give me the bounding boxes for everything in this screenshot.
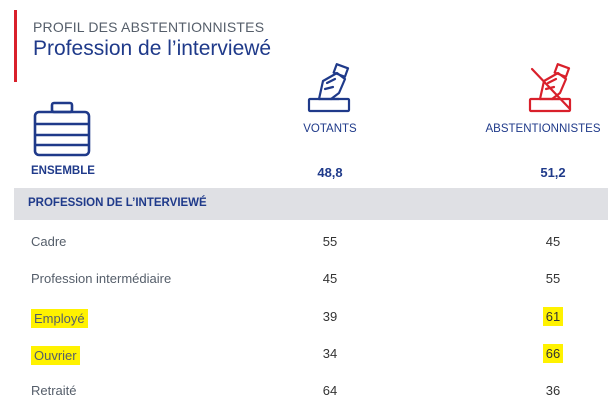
cell-votants: 55 [322,234,338,249]
highlighted-value: 61 [542,307,564,326]
row-label: Cadre [31,234,67,249]
row-label: Ouvrier [31,346,80,365]
cell-votants: 48,8 [317,165,343,180]
section-header: PROFESSION DE L’INTERVIEWÉ [14,188,608,220]
cell-votants: 64 [322,383,338,398]
table-row-highlighted: Employé 39 61 [14,302,608,330]
accent-bar [14,10,17,82]
cell-votants: 39 [322,309,338,324]
ballot-hand-icon [307,63,351,113]
briefcase-icon [33,101,91,157]
highlighted-value: 66 [542,344,564,363]
ballot-hand-crossed-icon [528,63,572,113]
section-kicker: PROFIL DES ABSTENTIONNISTES [33,19,265,35]
cell-abstentionnistes: 51,2 [540,165,566,180]
page-title: Profession de l’interviewé [33,37,272,60]
table-row-highlighted: Ouvrier 34 66 [14,339,608,367]
cell-abstentionnistes: 61 [478,307,608,326]
section-label: PROFESSION DE L’INTERVIEWÉ [28,197,207,209]
table-row: Retraité 64 36 [14,376,608,404]
table-row: Cadre 55 45 [14,227,608,255]
table-row-ensemble: ENSEMBLE 48,8 51,2 [14,158,608,186]
cell-abstentionnistes: 36 [545,383,561,398]
column-header-votants: VOTANTS [303,123,357,135]
row-label: Profession intermédiaire [31,271,172,286]
row-label: ENSEMBLE [31,165,95,177]
table-row: Profession intermédiaire 45 55 [14,264,608,292]
cell-abstentionnistes: 66 [478,344,608,363]
cell-abstentionnistes: 45 [545,234,561,249]
column-header-abstentionnistes: ABSTENTIONNISTES [485,123,601,135]
cell-abstentionnistes: 55 [545,271,561,286]
cell-votants: 34 [322,346,338,361]
row-label: Retraité [31,383,77,398]
row-label: Employé [31,309,88,328]
cell-votants: 45 [322,271,338,286]
